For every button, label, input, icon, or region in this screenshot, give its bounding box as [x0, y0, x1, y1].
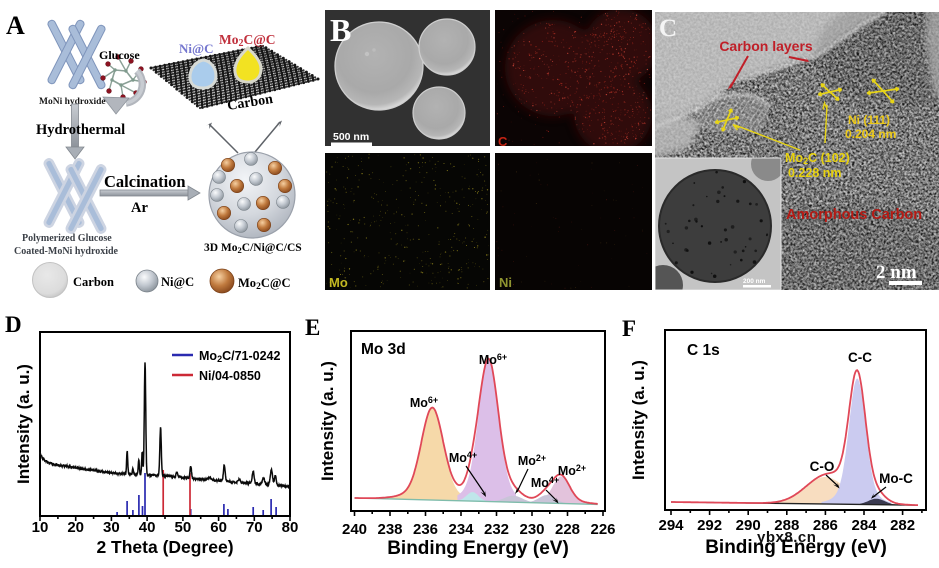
svg-text:C: C [659, 15, 677, 42]
svg-text:Calcination: Calcination [104, 172, 186, 191]
svg-text:C-C: C-C [848, 350, 872, 365]
svg-text:80: 80 [282, 519, 299, 536]
svg-text:Mo2C@C: Mo2C@C [238, 276, 291, 292]
svg-text:E: E [305, 315, 320, 340]
svg-text:Binding Energy (eV): Binding Energy (eV) [705, 537, 887, 558]
svg-text:Mo2C@C: Mo2C@C [219, 32, 276, 49]
svg-text:290: 290 [736, 517, 761, 534]
svg-text:C: C [498, 134, 508, 146]
svg-text:282: 282 [890, 517, 915, 534]
svg-text:A: A [6, 11, 25, 40]
svg-text:C 1s: C 1s [687, 342, 720, 359]
svg-text:Binding Energy (eV): Binding Energy (eV) [387, 538, 569, 559]
svg-text:292: 292 [697, 517, 722, 534]
svg-text:F: F [622, 316, 636, 341]
svg-text:Mo2+: Mo2+ [518, 453, 546, 468]
svg-text:200 nm: 200 nm [743, 278, 766, 285]
svg-text:Ar: Ar [131, 200, 148, 216]
svg-text:Ni@C: Ni@C [179, 41, 213, 56]
svg-text:Intensity (a. u.): Intensity (a. u.) [14, 364, 33, 484]
svg-text:Carbon: Carbon [73, 275, 114, 289]
svg-text:60: 60 [210, 519, 227, 536]
svg-text:Mo 3d: Mo 3d [361, 341, 406, 358]
svg-text:Mo2C/71-0242: Mo2C/71-0242 [199, 349, 281, 364]
svg-text:Polymerized Glucose: Polymerized Glucose [22, 233, 112, 244]
svg-text:2 nm: 2 nm [876, 262, 917, 283]
svg-text:234: 234 [448, 521, 474, 538]
svg-text:226: 226 [590, 521, 615, 538]
svg-text:Ni: Ni [499, 275, 512, 290]
svg-text:240: 240 [342, 521, 367, 538]
svg-text:C-O: C-O [810, 459, 835, 474]
svg-text:Mo2+: Mo2+ [558, 463, 586, 478]
svg-text:Ni/04-0850: Ni/04-0850 [199, 369, 261, 383]
svg-text:238: 238 [377, 521, 402, 538]
svg-text:236: 236 [413, 521, 438, 538]
svg-text:D: D [5, 312, 22, 337]
svg-text:Coated-MoNi hydroxide: Coated-MoNi hydroxide [14, 246, 119, 257]
svg-text:Mo-C: Mo-C [879, 471, 913, 486]
svg-text:2 Theta (Degree): 2 Theta (Degree) [96, 537, 233, 557]
svg-text:Mo: Mo [329, 275, 348, 290]
svg-text:0.204 nm: 0.204 nm [845, 127, 896, 141]
svg-text:Amorphous Carbon: Amorphous Carbon [786, 207, 922, 223]
svg-text:Glucose: Glucose [99, 48, 140, 62]
svg-text:228: 228 [555, 521, 580, 538]
svg-text:Ni (111): Ni (111) [848, 113, 890, 127]
svg-text:232: 232 [484, 521, 509, 538]
svg-text:50: 50 [175, 519, 192, 536]
svg-text:Hydrothermal: Hydrothermal [36, 122, 125, 138]
svg-text:230: 230 [519, 521, 544, 538]
svg-text:286: 286 [813, 517, 838, 534]
svg-text:284: 284 [851, 517, 877, 534]
svg-text:288: 288 [774, 517, 799, 534]
svg-text:B: B [330, 12, 351, 48]
svg-text:Mo2C (102): Mo2C (102) [785, 151, 850, 166]
svg-text:Intensity (a. u.): Intensity (a. u.) [629, 360, 648, 480]
svg-text:70: 70 [246, 519, 263, 536]
svg-text:294: 294 [658, 517, 684, 534]
svg-text:20: 20 [67, 519, 84, 536]
svg-text:Carbon layers: Carbon layers [719, 38, 813, 54]
svg-text:Intensity (a. u.): Intensity (a. u.) [318, 361, 337, 481]
svg-text:40: 40 [139, 519, 156, 536]
svg-text:500 nm: 500 nm [333, 131, 369, 143]
svg-text:3D Mo2C/Ni@C/CS: 3D Mo2C/Ni@C/CS [204, 242, 302, 255]
svg-text:30: 30 [103, 519, 120, 536]
svg-text:Ni@C: Ni@C [161, 275, 194, 289]
svg-text:10: 10 [32, 519, 49, 536]
svg-text:MoNi hydroxide: MoNi hydroxide [39, 97, 106, 107]
svg-text:Carbon: Carbon [226, 92, 274, 114]
svg-text:Mo6+: Mo6+ [479, 352, 507, 367]
svg-text:0.228 nm: 0.228 nm [788, 166, 842, 180]
